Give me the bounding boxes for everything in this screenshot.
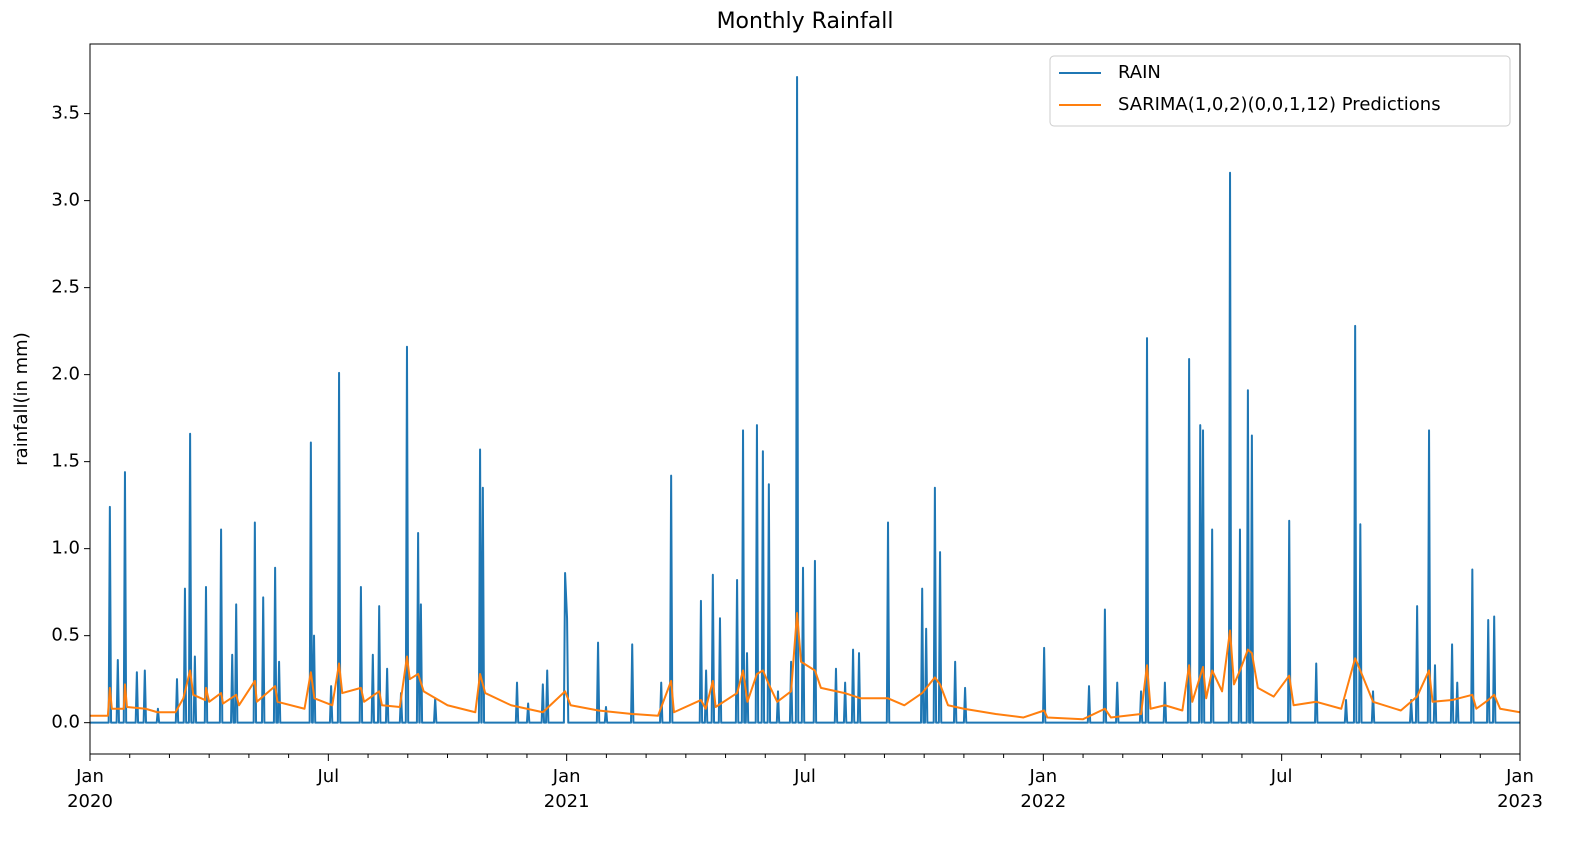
x-tick-label: Jul (794, 766, 816, 787)
y-tick-label: 1.0 (51, 538, 80, 559)
legend-label: SARIMA(1,0,2)(0,0,1,12) Predictions (1118, 94, 1441, 115)
y-tick-label: 0.5 (51, 625, 80, 646)
chart-title: Monthly Rainfall (717, 9, 894, 34)
x-tick-label: Jan 2021 (543, 766, 590, 812)
y-axis-label: rainfall(in mm) (11, 332, 32, 465)
x-tick-label: Jul (317, 766, 340, 787)
plot-frame (89, 43, 1521, 755)
y-tick-label: 0.0 (51, 712, 80, 733)
data-line (90, 76, 1520, 724)
x-tick-label: Jan 2020 (67, 766, 113, 812)
y-tick-label: 3.0 (51, 190, 80, 211)
x-tick-label: Jan 2023 (1497, 766, 1543, 812)
data-line (90, 612, 1520, 721)
x-tick-label: Jan 2022 (1020, 766, 1067, 812)
y-tick-label: 2.5 (51, 277, 80, 298)
legend-label: RAIN (1118, 62, 1161, 83)
legend-box (1049, 55, 1511, 127)
y-tick-label: 3.5 (51, 103, 80, 124)
y-tick-label: 1.5 (51, 451, 80, 472)
x-tick-label: Jul (1270, 766, 1293, 787)
y-tick-label: 2.0 (51, 364, 80, 385)
